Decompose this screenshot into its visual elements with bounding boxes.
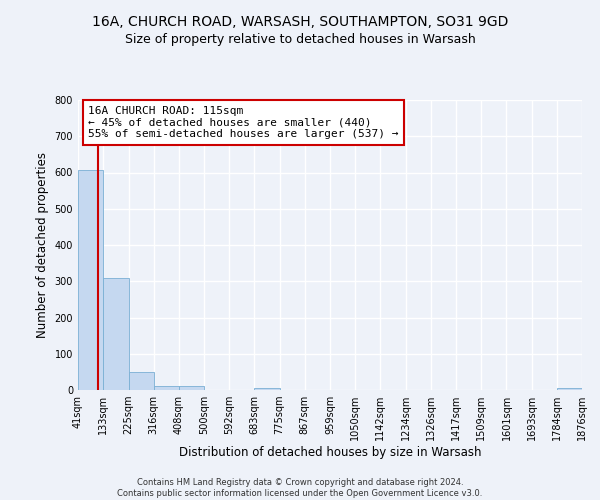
- Bar: [254, 388, 280, 390]
- Text: 16A CHURCH ROAD: 115sqm
← 45% of detached houses are smaller (440)
55% of semi-d: 16A CHURCH ROAD: 115sqm ← 45% of detache…: [88, 106, 398, 139]
- Text: Contains HM Land Registry data © Crown copyright and database right 2024.
Contai: Contains HM Land Registry data © Crown c…: [118, 478, 482, 498]
- X-axis label: Distribution of detached houses by size in Warsash: Distribution of detached houses by size …: [179, 446, 481, 459]
- Bar: [128, 372, 154, 390]
- Text: 16A, CHURCH ROAD, WARSASH, SOUTHAMPTON, SO31 9GD: 16A, CHURCH ROAD, WARSASH, SOUTHAMPTON, …: [92, 15, 508, 29]
- Bar: [557, 388, 582, 390]
- Bar: [103, 278, 128, 390]
- Bar: [154, 386, 179, 390]
- Bar: [179, 386, 204, 390]
- Text: Size of property relative to detached houses in Warsash: Size of property relative to detached ho…: [125, 32, 475, 46]
- Bar: [78, 170, 103, 390]
- Y-axis label: Number of detached properties: Number of detached properties: [36, 152, 49, 338]
